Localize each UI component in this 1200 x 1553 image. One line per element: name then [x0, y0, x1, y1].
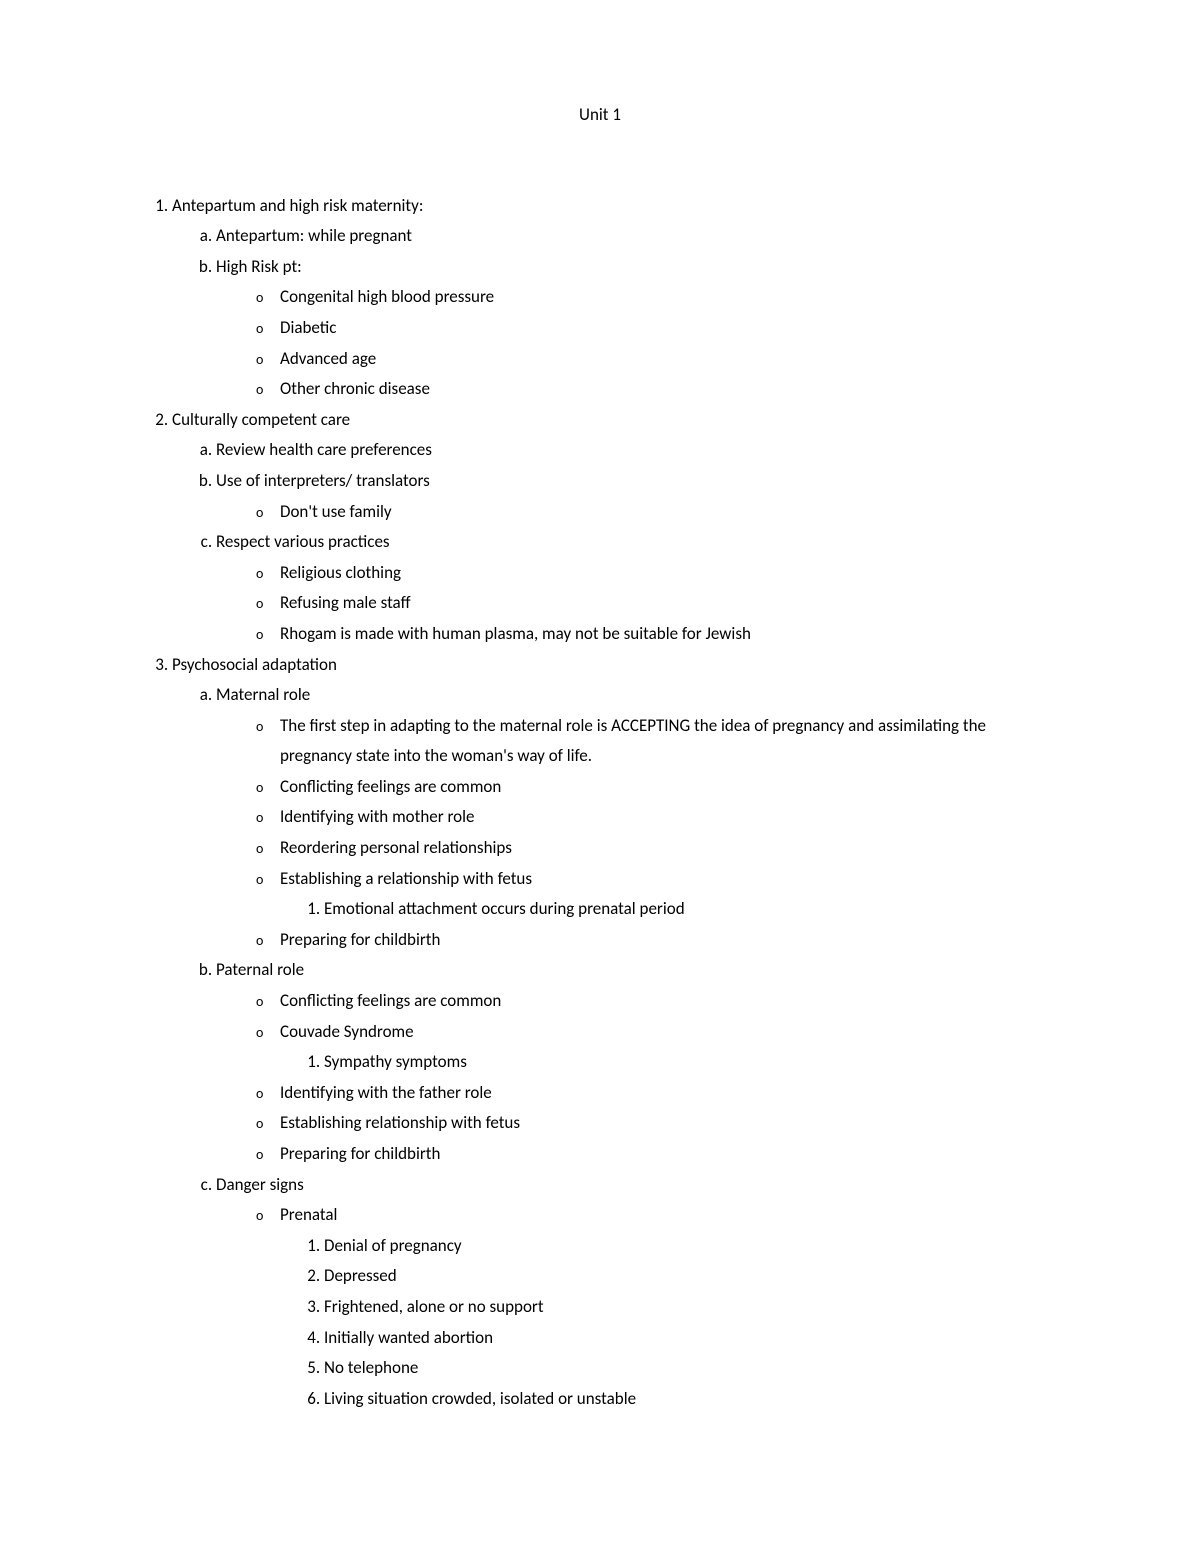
- list-item: Reordering personal relationships: [280, 833, 1060, 864]
- list-item: Culturally competent care Review health c…: [172, 405, 1060, 650]
- bullet-list: Congenital high blood pressure Diabetic Ad…: [216, 282, 1060, 404]
- list-item-text: Preparing for childbirth: [280, 929, 440, 950]
- list-item: The first step in adapting to the matern…: [280, 711, 1060, 772]
- list-item: Maternal role The first step in adapting …: [216, 680, 1060, 955]
- list-item: Denial of pregnancy: [324, 1231, 1060, 1262]
- document-page: Unit 1 Antepartum and high risk maternit…: [0, 0, 1200, 1514]
- list-item: Refusing male staff: [280, 588, 1060, 619]
- list-item-text: Antepartum and high risk maternity:: [172, 195, 423, 216]
- sub-numbered-list: Denial of pregnancyDepressedFrightened, …: [280, 1231, 1060, 1415]
- list-item-text: Respect various practices: [216, 531, 390, 552]
- list-item: Identifying with the father role: [280, 1078, 1060, 1109]
- alpha-list: Review health care preferences Use of int…: [172, 435, 1060, 649]
- list-item-text: Religious clothing: [280, 562, 401, 583]
- list-item: Couvade Syndrome Sympathy symptoms: [280, 1017, 1060, 1078]
- page-title: Unit 1: [140, 100, 1060, 131]
- list-item-text: Refusing male staff: [280, 592, 411, 613]
- list-item-text: Congenital high blood pressure: [280, 286, 494, 307]
- list-item-text: Maternal role: [216, 684, 310, 705]
- list-item: Psychosocial adaptation Maternal role The …: [172, 650, 1060, 1415]
- list-item-text: Preparing for childbirth: [280, 1143, 440, 1164]
- list-item-text: High Risk pt:: [216, 256, 302, 277]
- list-item: Review health care preferences: [216, 435, 1060, 466]
- list-item-text: Couvade Syndrome: [280, 1021, 414, 1042]
- bullet-list: Religious clothing Refusing male staff Rho…: [216, 558, 1060, 650]
- alpha-list: Maternal role The first step in adapting …: [172, 680, 1060, 1414]
- list-item: Religious clothing: [280, 558, 1060, 589]
- list-item: Preparing for childbirth: [280, 925, 1060, 956]
- list-item-text: Conflicting feelings are common: [280, 990, 501, 1011]
- list-item: Danger signs Prenatal Denial of pregnancyD…: [216, 1170, 1060, 1415]
- list-item: Advanced age: [280, 344, 1060, 375]
- list-item-text: Conflicting feelings are common: [280, 776, 501, 797]
- list-item-text: Use of interpreters/ translators: [216, 470, 430, 491]
- list-item-text: Review health care preferences: [216, 439, 432, 460]
- list-item: No telephone: [324, 1353, 1060, 1384]
- list-item: Prenatal Denial of pregnancyDepressedFrig…: [280, 1200, 1060, 1414]
- list-item-text: Identifying with mother role: [280, 806, 474, 827]
- list-item-text: Establishing a relationship with fetus: [280, 868, 532, 889]
- bullet-list: Prenatal Denial of pregnancyDepressedFrig…: [216, 1200, 1060, 1414]
- list-item-text: Advanced age: [280, 348, 376, 369]
- list-item: Don't use family: [280, 497, 1060, 528]
- list-item: Rhogam is made with human plasma, may no…: [280, 619, 1060, 650]
- list-item-text: Reordering personal relationships: [280, 837, 512, 858]
- list-item-text: Danger signs: [216, 1174, 304, 1195]
- sub-numbered-list: Emotional attachment occurs during prena…: [280, 894, 1060, 925]
- list-item: Conflicting feelings are common: [280, 986, 1060, 1017]
- list-item-text: Psychosocial adaptation: [172, 654, 337, 675]
- list-item: Establishing a relationship with fetus Em…: [280, 864, 1060, 925]
- list-item: Other chronic disease: [280, 374, 1060, 405]
- list-item: Establishing relationship with fetus: [280, 1108, 1060, 1139]
- list-item: Emotional attachment occurs during prena…: [324, 894, 1060, 925]
- list-item-text: The first step in adapting to the matern…: [280, 715, 986, 767]
- outline-root: Antepartum and high risk maternity: Antep…: [140, 191, 1060, 1415]
- bullet-list: Conflicting feelings are common Couvade S…: [216, 986, 1060, 1170]
- list-item-text: Antepartum: while pregnant: [216, 225, 412, 246]
- list-item: Diabetic: [280, 313, 1060, 344]
- list-item-text: Prenatal: [280, 1204, 337, 1225]
- list-item-text: Identifying with the father role: [280, 1082, 492, 1103]
- list-item-text: Paternal role: [216, 959, 304, 980]
- list-item-text: Culturally competent care: [172, 409, 350, 430]
- list-item: Initially wanted abortion: [324, 1323, 1060, 1354]
- list-item: Conflicting feelings are common: [280, 772, 1060, 803]
- list-item: High Risk pt: Congenital high blood press…: [216, 252, 1060, 405]
- list-item: Sympathy symptoms: [324, 1047, 1060, 1078]
- list-item-text: Other chronic disease: [280, 378, 430, 399]
- list-item: Identifying with mother role: [280, 802, 1060, 833]
- list-item-text: Don't use family: [280, 501, 392, 522]
- list-item-text: Rhogam is made with human plasma, may no…: [280, 623, 751, 644]
- list-item: Congenital high blood pressure: [280, 282, 1060, 313]
- list-item: Antepartum and high risk maternity: Antep…: [172, 191, 1060, 405]
- list-item: Use of interpreters/ translators Don't us…: [216, 466, 1060, 527]
- list-item: Antepartum: while pregnant: [216, 221, 1060, 252]
- bullet-list: Don't use family: [216, 497, 1060, 528]
- list-item: Preparing for childbirth: [280, 1139, 1060, 1170]
- list-item: Paternal role Conflicting feelings are co…: [216, 955, 1060, 1169]
- list-item-text: Diabetic: [280, 317, 336, 338]
- list-item: Respect various practices Religious cloth…: [216, 527, 1060, 649]
- list-item-text: Establishing relationship with fetus: [280, 1112, 520, 1133]
- list-item: Frightened, alone or no support: [324, 1292, 1060, 1323]
- list-item: Depressed: [324, 1261, 1060, 1292]
- sub-numbered-list: Sympathy symptoms: [280, 1047, 1060, 1078]
- bullet-list: The first step in adapting to the matern…: [216, 711, 1060, 956]
- alpha-list: Antepartum: while pregnant High Risk pt: C…: [172, 221, 1060, 405]
- list-item: Living situation crowded, isolated or un…: [324, 1384, 1060, 1415]
